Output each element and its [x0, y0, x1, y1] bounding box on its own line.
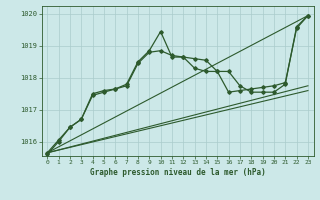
X-axis label: Graphe pression niveau de la mer (hPa): Graphe pression niveau de la mer (hPa) [90, 168, 266, 177]
